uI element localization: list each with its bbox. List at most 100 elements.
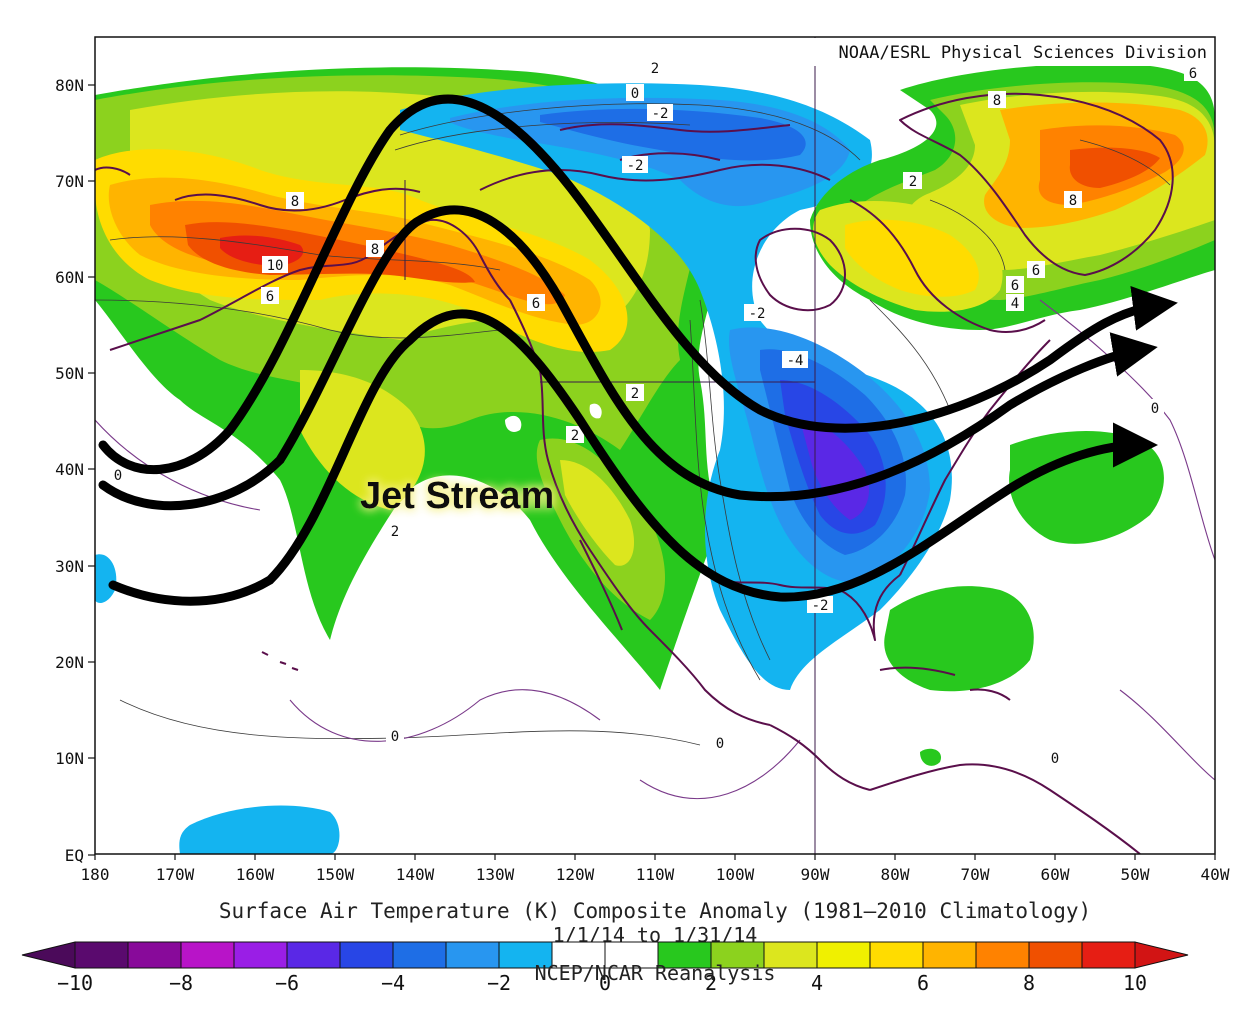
contour-label: 8 [291,194,299,210]
lat-tick-label: 30N [55,557,84,576]
contour-label-bg [286,192,304,209]
colorbar-tick-label: −6 [275,971,299,995]
contour-label-bg [744,304,770,321]
contour-label-bg [646,59,664,76]
lon-tick-label: 130W [476,865,515,884]
colorbar-swatch [869,941,924,969]
contour-label-bg [647,104,673,121]
colorbar-swatch [233,941,288,969]
contour-label: 4 [1011,296,1019,312]
contour-label-bg [566,426,584,443]
colorbar-swatch [975,941,1030,969]
contour-label-bg [711,734,729,751]
contour-label-bg [1006,276,1024,293]
colorbar-tick-label: 6 [917,971,929,995]
contour-label: 2 [631,386,639,402]
contour-label: 8 [993,93,1001,109]
colorbar-swatch [180,941,235,969]
colorbar-tick-label: 0 [599,971,611,995]
contour-label: 8 [371,242,379,258]
colorbar-tick-label: 2 [705,971,717,995]
lon-tick-label: 150W [316,865,355,884]
colorbar-tick-label: −10 [57,971,93,995]
colorbar-swatch [445,941,500,969]
contour-label-bg [622,156,648,173]
contour-label-bg [904,172,922,189]
colorbar-swatch [286,941,341,969]
contour-label-bg [386,522,404,539]
contour-label-bg [262,256,288,273]
contour-label-bg [261,287,279,304]
lon-tick-label: 80W [881,865,910,884]
contour-label: 2 [571,428,579,444]
lat-tick-label: 40N [55,460,84,479]
colorbar-swatch [763,941,818,969]
colorbar-tick-label: 10 [1123,971,1147,995]
contour-label: 0 [391,729,399,745]
contour-label: 0 [1051,751,1059,767]
colorbar-swatch [710,941,765,969]
contour-label-bg [1184,64,1202,81]
lon-tick-label: 180 [81,865,110,884]
lat-tick-label: 80N [55,76,84,95]
colorbar-swatch [1081,941,1136,969]
lon-tick-label: 70W [961,865,990,884]
contour-label-bg [988,91,1006,108]
contour-label-bg [1046,749,1064,766]
colorbar-swatch [339,941,394,969]
contour-label: 6 [266,289,274,305]
lat-tick-label: 10N [55,749,84,768]
colorbar-swatch [1028,941,1083,969]
lon-tick-label: 100W [716,865,755,884]
lat-tick-label: 20N [55,653,84,672]
contour-label-bg [626,84,644,101]
colorbar-swatch [657,941,712,969]
lon-tick-label: 140W [396,865,435,884]
colorbar-swatch [922,941,977,969]
jet-arrow-upper [98,94,1178,475]
contour-label: 0 [1151,401,1159,417]
lon-tick-label: 40W [1201,865,1230,884]
credit-text: NOAA/ESRL Physical Sciences Division [839,43,1207,63]
contour-label: -2 [812,598,829,614]
lon-tick-label: 170W [156,865,195,884]
contour-label: 2 [391,524,399,540]
source-label: NCEP/NCAR Reanalysis [535,961,776,985]
colorbar-tick-label: 4 [811,971,823,995]
contour-label: 0 [631,86,639,102]
contour-label-bg [782,351,808,368]
contour-label: 6 [1189,66,1197,82]
colorbar-swatch [127,941,182,969]
contour-label-bg [1006,294,1024,311]
colorbar-swatch [551,941,606,969]
colorbar-over-triangle [1134,941,1189,969]
latitude-axis: 80N 70N 60N 50N 40N 30N 20N 10N EQ [55,76,95,865]
contour-label-bg [109,466,127,483]
colorbar [21,941,1189,969]
jet-arrow-middle [98,205,1158,511]
contour-label: 0 [114,468,122,484]
contour-label-bg [626,384,644,401]
contour-label-bg [1064,191,1082,208]
contour-label: -4 [787,353,804,369]
lat-tick-label: 70N [55,172,84,191]
contour-label: 0 [716,736,724,752]
contour-label-bg [366,240,384,257]
contour-label: 6 [532,296,540,312]
anomaly-fields [95,63,1215,854]
longitude-axis: 180 170W 160W 150W 140W 130W 120W 110W 100W 90W 80… [81,854,1230,884]
contour-label: -2 [627,158,644,174]
contour-label-bg [1027,261,1045,278]
contour-label: -2 [652,106,669,122]
contour-label-bg [807,596,833,613]
contour-label: 8 [1069,193,1077,209]
jet-stream-label: Jet Stream [360,475,554,517]
colorbar-tick-labels: −10 −8 −6 −4 −2 0 2 4 6 8 10 [57,971,1147,995]
colorbar-tick-label: −8 [169,971,193,995]
colorbar-tick-label: 8 [1023,971,1035,995]
contour-label-layer: 20-2-2-2-4-22228810668866422000006 [109,59,1202,767]
contour-label: 2 [651,61,659,77]
colorbar-under-triangle [21,941,76,969]
lon-tick-label: 160W [236,865,275,884]
